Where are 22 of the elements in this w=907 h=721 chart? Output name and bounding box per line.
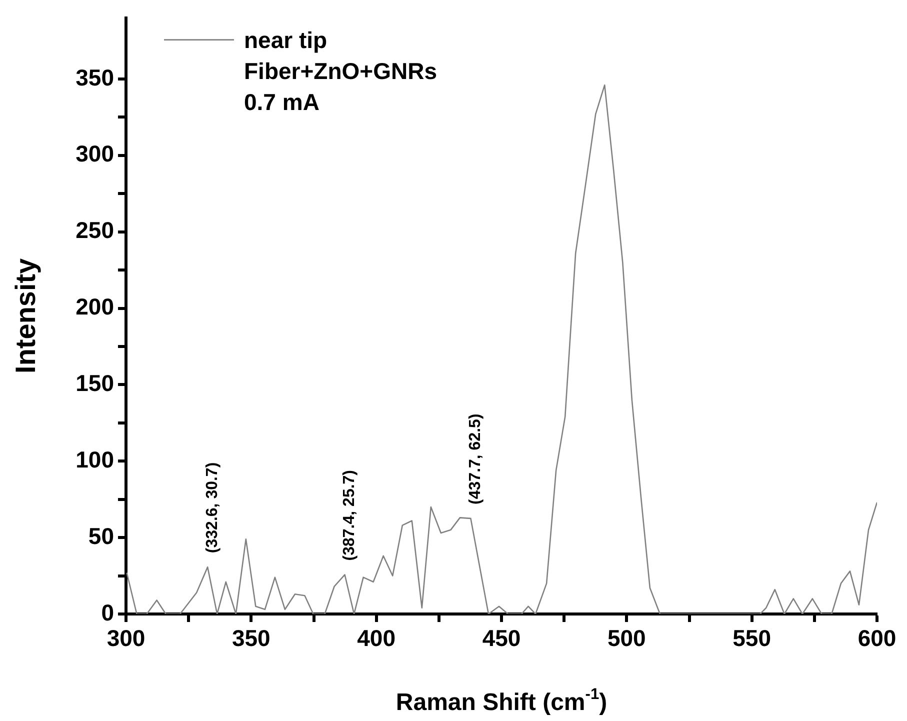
x-tick-label: 400 (357, 625, 396, 652)
legend-label: near tip (244, 26, 328, 53)
x-tick-label: 450 (482, 625, 521, 652)
y-tick-label: 0 (101, 599, 114, 626)
annotation: 0.7 mA (244, 88, 320, 115)
annotation: (332.6, 30.7) (204, 462, 222, 554)
y-tick-label: 150 (76, 370, 114, 396)
y-tick-label: 50 (88, 522, 114, 549)
annotation: Fiber+ZnO+GNRs (244, 58, 437, 84)
x-tick-label: 550 (732, 625, 772, 652)
x-tick-label: 300 (106, 625, 146, 652)
x-tick-label: 350 (232, 625, 270, 652)
x-tick-label: 500 (607, 625, 646, 652)
annotation: (387.4, 25.7) (341, 470, 358, 561)
y-tick-label: 200 (76, 294, 114, 320)
y-tick-label: 250 (76, 217, 114, 244)
y-tick-label: 350 (76, 64, 114, 90)
y-axis-title: Intensity (10, 258, 41, 374)
y-tick-label: 300 (76, 140, 114, 167)
annotation: (437.7, 62.5) (467, 414, 484, 504)
x-tick-label: 600 (858, 625, 896, 652)
y-tick-label: 100 (76, 446, 114, 472)
